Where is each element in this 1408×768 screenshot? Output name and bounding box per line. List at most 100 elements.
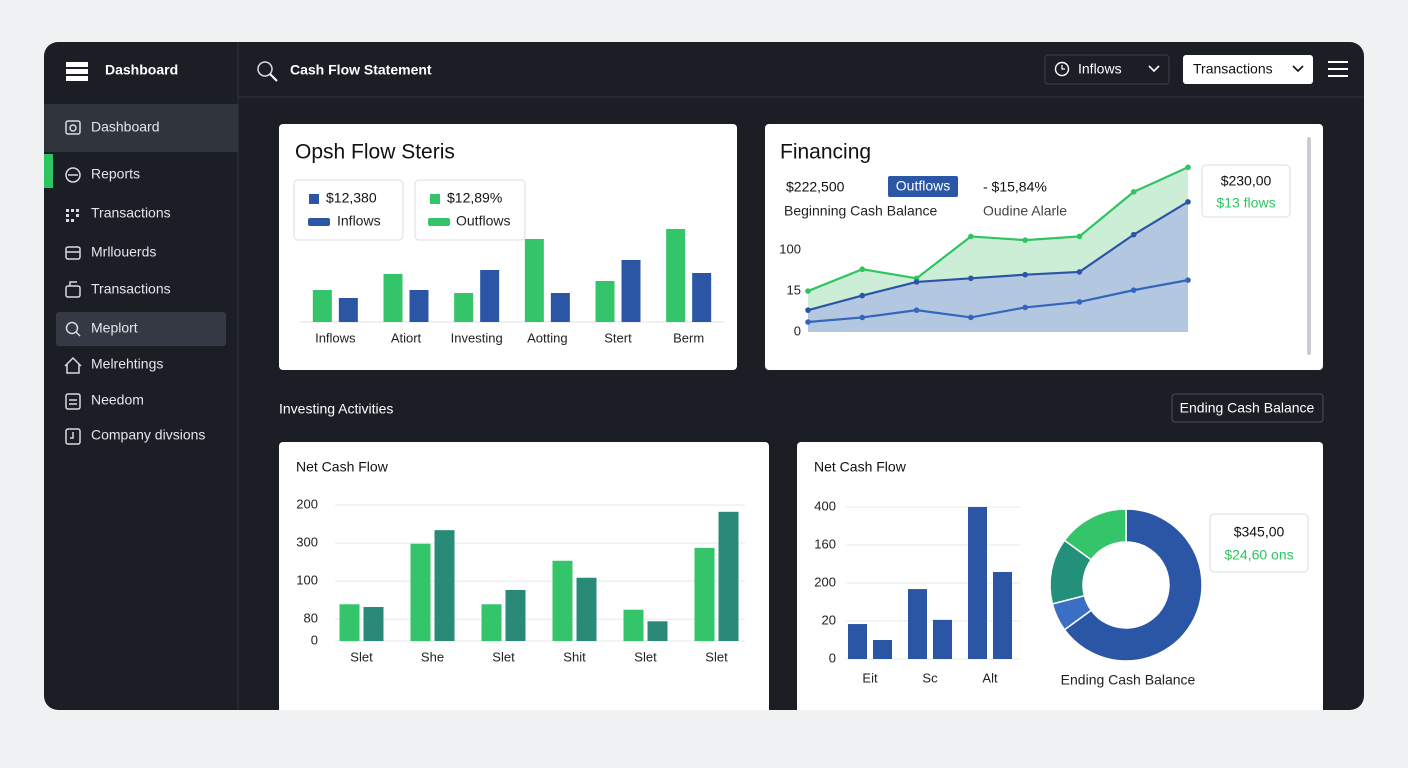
stat-value: $222,500 xyxy=(786,179,845,195)
line xyxy=(807,279,1189,324)
bar xyxy=(481,604,502,641)
search-icon[interactable] xyxy=(257,61,273,77)
bar xyxy=(647,621,668,641)
y-tick-label: 0 xyxy=(311,632,318,647)
legend-total: $12,89% xyxy=(447,190,502,206)
point xyxy=(1130,189,1137,195)
panel-title: Net Cash Flow xyxy=(814,459,907,475)
sidebar-item[interactable]: Meplort xyxy=(91,320,138,336)
stat-change: - $15,84% xyxy=(983,179,1047,195)
bar xyxy=(434,530,455,641)
callout-label: $13 flows xyxy=(1216,195,1275,211)
point xyxy=(1185,164,1191,171)
clock-icon xyxy=(1054,61,1070,77)
point xyxy=(968,314,974,321)
bar xyxy=(623,609,644,641)
x-tick-label: Alt xyxy=(982,670,998,685)
legend-label: Inflows xyxy=(337,213,381,229)
point xyxy=(1076,299,1083,305)
sidebar-item[interactable]: Needom xyxy=(91,392,144,408)
callout xyxy=(1209,513,1309,573)
sidebar-item[interactable]: Melrehtings xyxy=(91,356,163,372)
x-tick-label: Inflows xyxy=(315,330,356,345)
page-bottom xyxy=(44,710,1364,768)
x-tick-label: Slet xyxy=(492,649,515,664)
bar xyxy=(692,273,712,322)
bar xyxy=(848,624,867,659)
sidebar-item[interactable]: Transactions xyxy=(91,205,171,221)
sidebar-item[interactable]: Transactions xyxy=(91,281,171,297)
bar xyxy=(524,239,544,322)
point xyxy=(1076,269,1083,275)
point xyxy=(805,288,811,294)
x-tick-label: Eit xyxy=(862,670,878,685)
point xyxy=(913,307,920,313)
bar xyxy=(480,270,500,322)
filter-label: Transactions xyxy=(1193,61,1273,77)
point xyxy=(1022,237,1028,243)
sidebar-icons xyxy=(64,120,82,445)
point xyxy=(968,275,974,282)
point xyxy=(859,292,866,299)
bar xyxy=(576,577,597,641)
sidebar-logo xyxy=(66,62,88,81)
bar xyxy=(595,281,615,322)
sidebar-title: Dashboard xyxy=(105,62,178,78)
x-tick-label: Aotting xyxy=(527,330,567,345)
point xyxy=(805,319,811,325)
point xyxy=(805,307,811,313)
donut-label: Ending Cash Balance xyxy=(1061,672,1196,688)
bar xyxy=(410,543,431,641)
panel-title: Net Cash Flow xyxy=(296,459,389,475)
section-button-label: Ending Cash Balance xyxy=(1180,400,1315,416)
badge-label: Outflows xyxy=(896,178,950,194)
bar xyxy=(993,571,1012,659)
bar xyxy=(694,547,715,641)
filter-dropdown[interactable] xyxy=(1183,55,1313,84)
y-tick-label: 400 xyxy=(814,498,836,513)
bar xyxy=(409,290,429,322)
hover-item xyxy=(56,312,226,346)
legend-swatch xyxy=(428,218,450,226)
point xyxy=(1185,277,1191,283)
panel-title: Financing xyxy=(780,141,871,164)
search-icon-handle xyxy=(269,73,278,82)
page-title: Cash Flow Statement xyxy=(290,62,432,78)
y-tick-label: 80 xyxy=(304,611,318,626)
section-button[interactable] xyxy=(1171,393,1324,423)
x-tick-label: Slet xyxy=(705,649,728,664)
y-tick-label: 100 xyxy=(296,573,318,588)
point xyxy=(1185,199,1191,205)
scrollbar[interactable] xyxy=(1307,137,1311,355)
bar xyxy=(505,590,526,641)
chevron xyxy=(1292,65,1304,73)
bar xyxy=(550,293,570,322)
sidebar-item[interactable]: Company divsions xyxy=(91,427,205,443)
point xyxy=(1022,271,1028,278)
y-tick-label: 160 xyxy=(814,536,836,551)
donut-slice xyxy=(1063,508,1203,662)
filter-label: Inflows xyxy=(1078,61,1122,77)
sidebar-item[interactable]: Mrllouerds xyxy=(91,244,156,260)
bar xyxy=(363,607,384,641)
legend-swatch xyxy=(430,194,440,204)
x-tick-label: Atiort xyxy=(391,330,422,345)
y-tick-label: 0 xyxy=(829,650,836,665)
legend-swatch xyxy=(309,194,319,204)
callout xyxy=(1201,164,1291,218)
menu-icon[interactable] xyxy=(1328,61,1348,77)
section-title: Investing Activities xyxy=(279,401,393,417)
selected-indicator xyxy=(44,154,53,188)
filter-dropdown[interactable] xyxy=(1044,54,1170,85)
callout-value: $345,00 xyxy=(1234,524,1285,540)
x-tick-label: Investing xyxy=(451,330,503,345)
sidebar-item[interactable]: Dashboard xyxy=(91,119,160,135)
sidebar-item[interactable]: Reports xyxy=(91,166,140,182)
bar xyxy=(968,507,987,659)
point xyxy=(1076,233,1083,240)
x-tick-label: Shit xyxy=(563,649,586,664)
bar xyxy=(312,290,332,322)
panel xyxy=(279,442,769,722)
bar xyxy=(666,229,686,322)
